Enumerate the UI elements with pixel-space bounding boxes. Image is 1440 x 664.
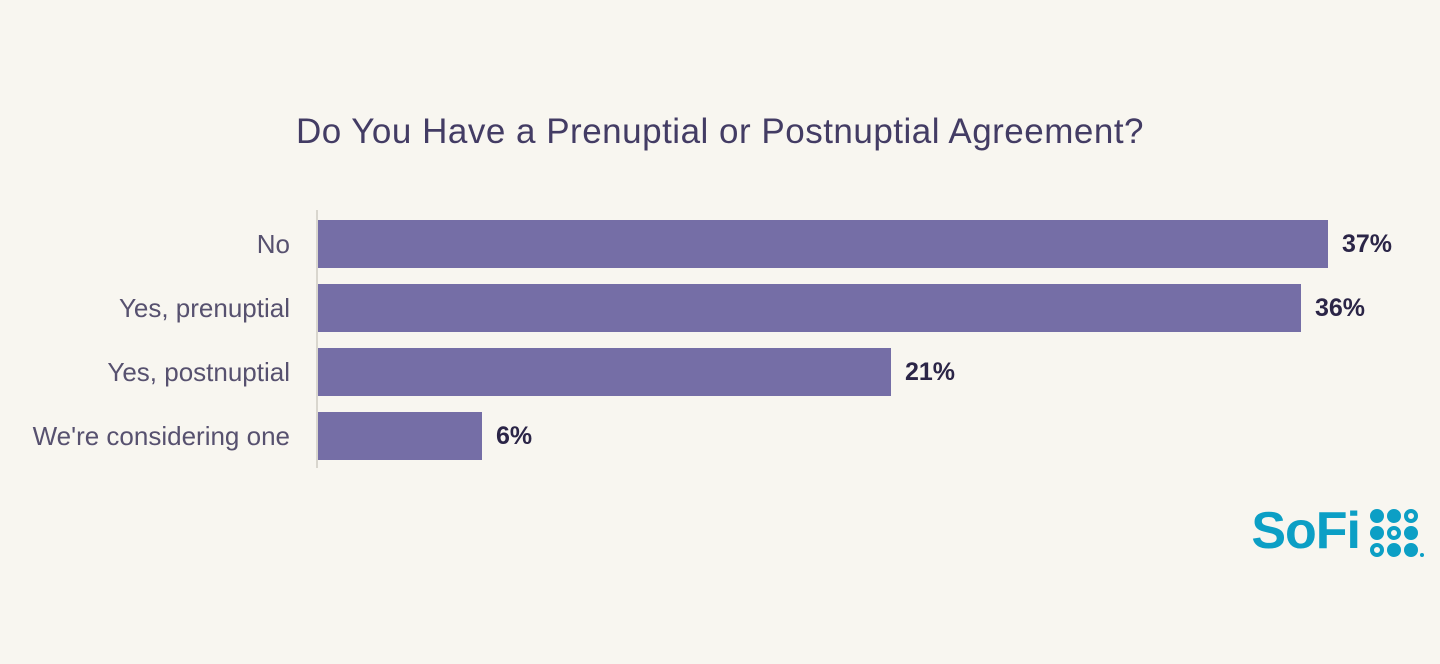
ring-dot-icon bbox=[1387, 526, 1401, 540]
category-label: Yes, postnuptial bbox=[107, 356, 290, 387]
bar-row: No 37% bbox=[0, 220, 1392, 268]
sofi-dot-grid-icon bbox=[1370, 509, 1424, 557]
filled-dot-icon bbox=[1387, 509, 1401, 523]
ring-dot-icon bbox=[1404, 509, 1418, 523]
bar-row: We're considering one 6% bbox=[0, 412, 1392, 460]
filled-dot-icon bbox=[1370, 509, 1384, 523]
ring-dot-icon bbox=[1370, 543, 1384, 557]
value-label: 6% bbox=[496, 421, 533, 450]
axis-baseline bbox=[316, 210, 318, 468]
trademark-dot-icon bbox=[1420, 553, 1424, 557]
chart-title: Do You Have a Prenuptial or Postnuptial … bbox=[295, 112, 1145, 151]
filled-dot-icon bbox=[1387, 543, 1401, 557]
value-label: 36% bbox=[1315, 293, 1366, 322]
category-label: No bbox=[256, 228, 290, 259]
value-label: 37% bbox=[1342, 229, 1393, 258]
filled-dot-icon bbox=[1404, 526, 1418, 540]
filled-dot-icon bbox=[1370, 526, 1384, 540]
sofi-wordmark: SoFi bbox=[1251, 502, 1361, 560]
value-label: 21% bbox=[905, 357, 956, 386]
bar bbox=[318, 348, 891, 396]
sofi-logo: SoFi bbox=[1251, 502, 1424, 560]
bar bbox=[318, 220, 1328, 268]
bar bbox=[318, 284, 1301, 332]
filled-dot-icon bbox=[1404, 543, 1418, 557]
bar-rows: No 37% Yes, prenuptial 36% Yes, postnuptial 2… bbox=[0, 220, 1392, 460]
category-label: We're considering one bbox=[32, 420, 290, 451]
category-label: Yes, prenuptial bbox=[118, 292, 290, 323]
bar bbox=[318, 412, 482, 460]
bar-row: Yes, postnuptial 21% bbox=[0, 348, 1392, 396]
bar-row: Yes, prenuptial 36% bbox=[0, 284, 1392, 332]
